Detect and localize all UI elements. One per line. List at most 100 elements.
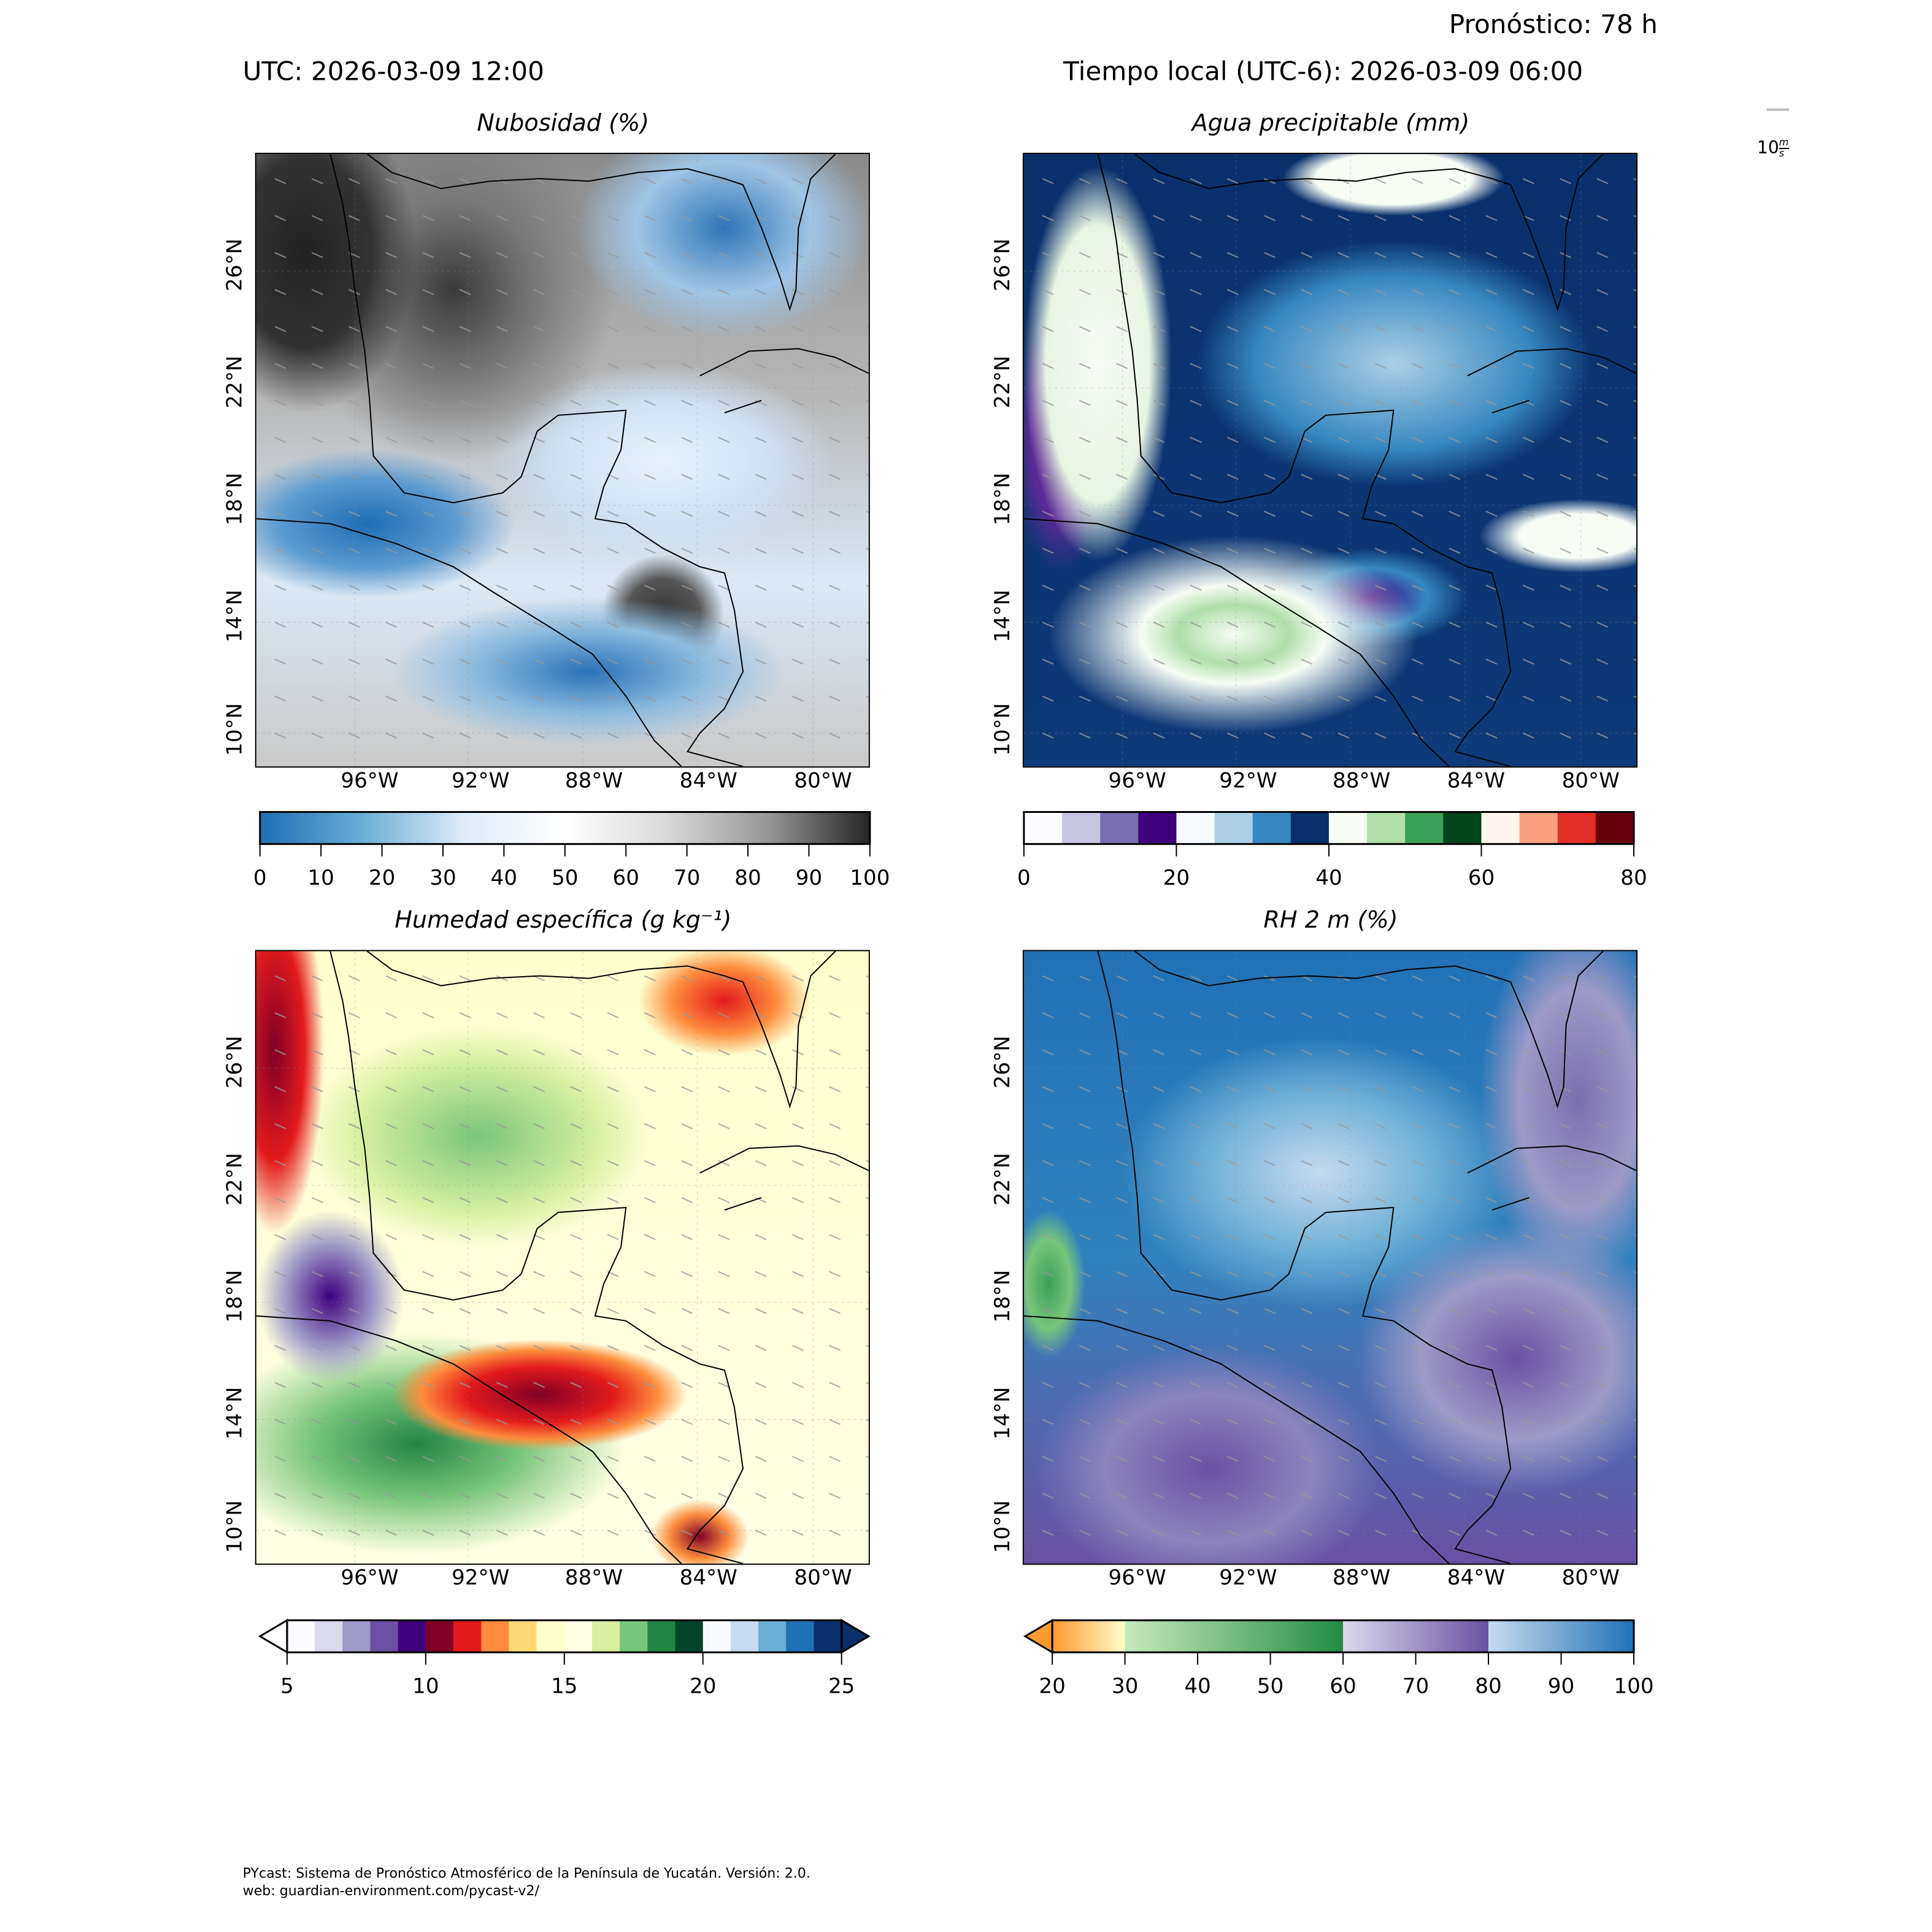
wind-vector-icon [1374, 326, 1387, 333]
lat-tick-label: 26°N [223, 1036, 248, 1089]
wind-vector-icon [422, 437, 434, 443]
wind-vector-icon [866, 215, 869, 218]
wind-vector-icon [1153, 1197, 1165, 1204]
wind-vector-icon [1226, 1418, 1239, 1425]
wind-vector-icon [570, 1530, 582, 1536]
wind-vector-icon [311, 1234, 323, 1241]
wind-vector-icon [1522, 252, 1534, 258]
colorbar-tick-label: 40 [1184, 1674, 1211, 1699]
wind-vector-icon [533, 252, 545, 258]
wind-vector-icon [385, 252, 398, 258]
wind-vector-icon [311, 1307, 323, 1314]
colorbar-tick-label: 50 [1257, 1674, 1284, 1699]
lon-tick-label: 88°W [564, 769, 623, 794]
wind-vector-icon [1116, 1197, 1128, 1204]
wind-vector-icon [533, 695, 545, 702]
wind-vector-icon [1522, 975, 1534, 982]
wind-vector-icon [1190, 510, 1202, 517]
wind-vector-icon [1633, 326, 1637, 329]
wind-vector-icon [866, 510, 869, 514]
wind-vector-icon [311, 326, 323, 333]
wind-vector-icon [1116, 733, 1128, 739]
lat-tick-label: 10°N [990, 1500, 1015, 1553]
wind-vector-icon [496, 658, 508, 665]
wind-vector-icon [829, 1455, 841, 1462]
wind-vector-icon [791, 1197, 804, 1204]
wind-vector-icon [1633, 474, 1637, 477]
wind-key-value: 10 [1757, 138, 1779, 159]
wind-vector-icon [533, 1345, 545, 1352]
wind-vector-icon [1374, 1049, 1387, 1056]
wind-vector-icon [1226, 252, 1239, 258]
colorbar-segment [1125, 1620, 1344, 1653]
colorbar-tick-label: 30 [1111, 1674, 1139, 1699]
colorbar-segment [1023, 812, 1063, 844]
wind-vector-icon [755, 1086, 767, 1093]
wind-vector-icon [1079, 1493, 1091, 1499]
wind-vector-icon [1522, 1382, 1534, 1388]
wind-vector-icon [1596, 585, 1609, 591]
wind-vector-icon [1633, 1197, 1637, 1199]
wind-vector-icon [1301, 733, 1313, 739]
wind-vector-icon [1116, 437, 1128, 443]
wind-vector-icon [1485, 437, 1498, 443]
wind-vector-icon [1633, 1418, 1637, 1422]
wind-vector-icon [459, 658, 471, 665]
wind-vector-icon [755, 326, 767, 333]
colorbar-segment [786, 1620, 815, 1653]
wind-vector-icon [644, 437, 656, 443]
wind-vector-icon [1153, 695, 1165, 702]
wind-vector-icon [1264, 1012, 1276, 1018]
wind-vector-icon [533, 1012, 545, 1018]
wind-vector-icon [496, 1086, 508, 1093]
wind-vector-icon [718, 622, 730, 628]
colorbar-gradient [260, 812, 870, 844]
wind-vector-icon [1079, 658, 1091, 665]
wind-vector-icon [1633, 252, 1637, 255]
wind-vector-icon [1412, 1382, 1423, 1388]
wind-vector-icon [422, 1455, 434, 1462]
wind-vector-icon [496, 437, 508, 443]
wind-vector-icon [1522, 289, 1534, 295]
coastline [1023, 154, 1637, 767]
colorbar-segment [647, 1620, 676, 1653]
wind-vector-icon [1485, 1271, 1498, 1277]
wind-vector-icon [607, 622, 619, 628]
wind-vector-icon [755, 658, 767, 665]
wind-vector-icon [422, 1049, 434, 1056]
wind-vector-icon [1153, 733, 1165, 739]
wind-vector-icon [348, 326, 360, 333]
wind-vector-icon [1596, 437, 1609, 443]
lon-tick-label: 84°W [1447, 1566, 1506, 1591]
wind-vector-icon [1264, 1160, 1276, 1166]
wind-vector-icon [1560, 1530, 1571, 1536]
wind-vector-icon [1337, 252, 1350, 258]
wind-vector-icon [422, 975, 434, 982]
wind-vector-icon [274, 1012, 287, 1018]
wind-vector-icon [311, 695, 323, 702]
wind-vector-icon [1337, 1271, 1350, 1277]
wind-vector-icon [1042, 1307, 1054, 1314]
wind-vector-icon [385, 510, 398, 517]
map-rh2m [1022, 950, 1638, 1565]
wind-vector-icon [1412, 437, 1423, 443]
wind-vector-icon [1412, 1123, 1423, 1130]
lon-tick-label: 80°W [1561, 1566, 1620, 1591]
wind-vector-icon [1264, 547, 1276, 554]
wind-vector-icon [1485, 1530, 1498, 1536]
wind-vector-icon [422, 733, 434, 739]
wind-vector-icon [1449, 1530, 1461, 1536]
wind-vector-icon [1264, 1345, 1276, 1352]
wind-vector-icon [681, 975, 693, 982]
panel-title-agua-precipitable: Agua precipitable (mm) [1191, 109, 1470, 137]
lat-tick-label: 22°N [990, 1152, 1015, 1206]
wind-vector-icon [311, 1086, 323, 1093]
wind-vector-icon [681, 252, 693, 258]
wind-vector-icon [1374, 695, 1387, 702]
wind-vector-icon [496, 585, 508, 591]
wind-vector-icon [422, 1345, 434, 1352]
wind-vector-icon [1449, 363, 1461, 369]
wind-vector-icon [1226, 289, 1239, 295]
wind-vector-icon [533, 1493, 545, 1499]
wind-vector-icon [1374, 658, 1387, 665]
